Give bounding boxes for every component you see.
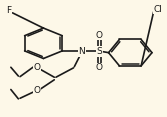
Text: O: O xyxy=(96,31,103,40)
Text: O: O xyxy=(33,63,40,72)
Text: F: F xyxy=(7,6,12,15)
Text: Cl: Cl xyxy=(153,5,162,14)
Text: N: N xyxy=(78,47,85,56)
Text: O: O xyxy=(33,86,40,95)
Text: O: O xyxy=(96,63,103,72)
Text: S: S xyxy=(97,47,102,56)
